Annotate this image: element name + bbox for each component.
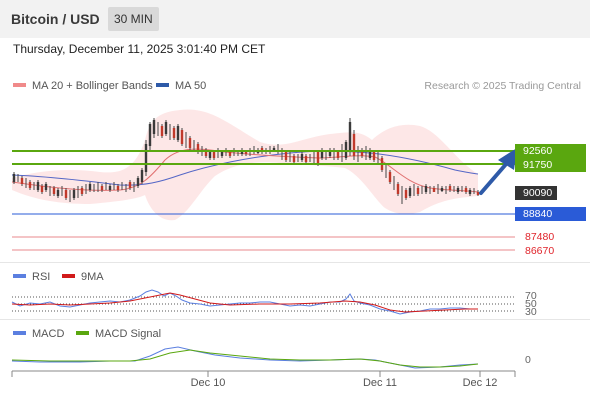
price-candles xyxy=(12,118,480,204)
macd-swatch xyxy=(13,331,26,336)
x-tick-dec10: Dec 10 xyxy=(190,377,226,389)
legend-macd-signal: MACD Signal xyxy=(76,328,161,340)
bollinger-band xyxy=(12,109,478,221)
rsi-level-30: 30 xyxy=(525,306,537,318)
x-tick-dec11: Dec 11 xyxy=(362,377,398,389)
research-credit: Research © 2025 Trading Central xyxy=(424,80,581,92)
rsi-ma-swatch xyxy=(62,274,75,279)
legend-macd: MACD xyxy=(13,328,64,340)
rsi-swatch xyxy=(13,274,26,279)
ma50-swatch xyxy=(156,83,169,88)
legend-ma50: MA 50 xyxy=(156,80,206,92)
rsi-ma-line xyxy=(11,292,478,313)
rsi-ma-label: 9MA xyxy=(81,271,104,283)
macd-signal-label: MACD Signal xyxy=(95,328,162,340)
macd-signal-swatch xyxy=(76,331,89,336)
r1-price-tag: 91750 xyxy=(515,158,586,172)
rsi-line xyxy=(11,289,478,315)
x-tick-dec12: Dec 12 xyxy=(462,377,498,389)
macd-panel xyxy=(11,346,479,369)
s3-price-label: 86670 xyxy=(525,245,555,257)
r2-price-tag: 92560 xyxy=(515,144,586,158)
last-price-tag: 90090 xyxy=(515,186,557,200)
legend-ma20: MA 20 + Bollinger Bands xyxy=(13,80,153,92)
timestamp: Thursday, December 11, 2025 3:01:40 PM C… xyxy=(13,42,266,56)
macd-line xyxy=(11,346,479,369)
instrument-title: Bitcoin / USD xyxy=(11,11,100,27)
forecast-arrow xyxy=(479,148,517,195)
interval-badge[interactable]: 30 MIN xyxy=(108,7,159,31)
rsi-divider xyxy=(0,262,590,263)
rsi-panel xyxy=(11,289,515,315)
legend-rsi-ma: 9MA xyxy=(62,271,104,283)
ma20-label: MA 20 + Bollinger Bands xyxy=(32,80,153,92)
ma20-swatch xyxy=(13,83,26,88)
header-bar: Bitcoin / USD 30 MIN xyxy=(0,0,590,38)
rsi-label: RSI xyxy=(32,271,51,283)
macd-label: MACD xyxy=(32,328,65,340)
ma20-line xyxy=(11,148,479,193)
x-axis xyxy=(11,370,516,377)
ma50-label: MA 50 xyxy=(175,80,207,92)
macd-divider xyxy=(0,319,590,320)
rsi-level-70: 70 xyxy=(525,290,537,302)
s1-price-tag: 88840 xyxy=(515,207,586,221)
s2-price-label: 87480 xyxy=(525,231,555,243)
macd-signal-line xyxy=(11,349,479,368)
rsi-level-50: 50 xyxy=(525,298,537,310)
legend-rsi: RSI xyxy=(13,271,50,283)
macd-zero-label: 0 xyxy=(525,354,531,366)
